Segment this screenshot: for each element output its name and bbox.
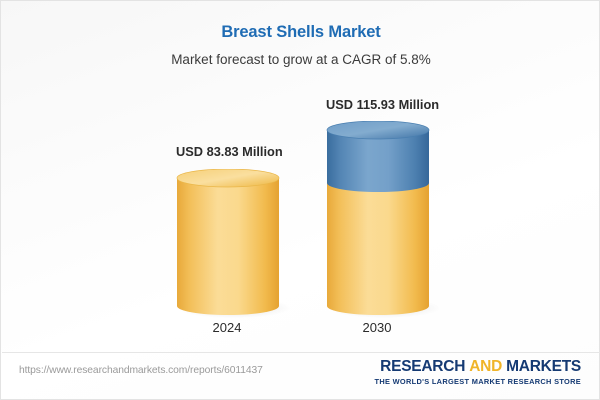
logo-tagline: THE WORLD'S LARGEST MARKET RESEARCH STOR… <box>374 377 581 387</box>
logo-word-markets: MARKETS <box>506 358 581 375</box>
report-url-link[interactable]: https://www.researchandmarkets.com/repor… <box>19 365 263 376</box>
cylinder-2024 <box>176 169 280 315</box>
chart-plot-area: USD 83.83 Million <box>1 1 600 346</box>
footer-divider <box>2 352 600 353</box>
logo-word-research: RESEARCH <box>380 358 466 375</box>
cylinder-2030 <box>326 121 430 315</box>
category-label-2024: 2024 <box>212 320 242 335</box>
category-label-2030: 2030 <box>362 320 392 335</box>
page-title: Breast Shells Market <box>221 23 381 41</box>
value-label-2030: USD 115.93 Million <box>326 97 440 112</box>
value-label-2024: USD 83.83 Million <box>176 144 283 159</box>
chart-subtitle: Market forecast to grow at a CAGR of 5.8… <box>171 52 431 67</box>
logo-word-and: AND <box>469 358 503 375</box>
research-and-markets-logo: RESEARCH AND MARKETS THE WORLD'S LARGEST… <box>374 358 582 387</box>
